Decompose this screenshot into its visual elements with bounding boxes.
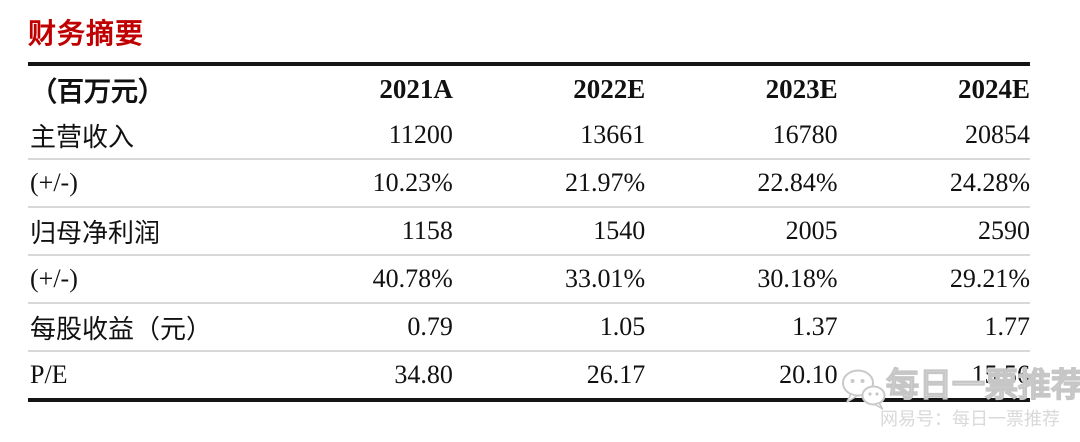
- row-label: 主营收入: [30, 122, 135, 152]
- cell-value: 26.17: [586, 360, 646, 389]
- page-title: 财务摘要: [28, 18, 145, 49]
- table-header-row: （百万元） 2021A 2022E 2023E 2024E: [28, 64, 1030, 112]
- cell-value: 21.97%: [565, 168, 646, 197]
- col-header-2023e: 2023E: [765, 73, 838, 104]
- table-row-revenue-growth: (+/-) 10.23% 21.97% 22.84% 24.28%: [28, 159, 1030, 207]
- cell-value: 20.10: [779, 360, 838, 389]
- row-label: 每股收益（元）: [30, 314, 213, 344]
- cell-value: 1.77: [984, 312, 1031, 341]
- cell-value: 13661: [580, 120, 646, 149]
- cell-value: 2005: [785, 216, 838, 245]
- table-row-net-profit: 归母净利润 1158 1540 2005 2590: [28, 207, 1030, 255]
- col-header-2021a: 2021A: [379, 73, 453, 104]
- cell-value: 10.23%: [372, 168, 453, 197]
- cell-value: 20854: [965, 120, 1030, 149]
- unit-header-cell: （百万元）: [30, 76, 165, 107]
- cell-value: 11200: [388, 120, 453, 149]
- cell-value: 15.56: [971, 360, 1031, 389]
- cell-value: 16780: [772, 120, 838, 149]
- table-row-revenue: 主营收入 11200 13661 16780 20854: [28, 112, 1030, 159]
- cell-value: 30.18%: [757, 264, 838, 293]
- cell-value: 1.05: [599, 312, 646, 341]
- cell-value: 24.28%: [949, 168, 1030, 197]
- col-header-2022e: 2022E: [573, 73, 646, 104]
- cell-value: 29.21%: [949, 264, 1030, 293]
- row-label: P/E: [30, 360, 68, 389]
- col-header-2024e: 2024E: [957, 73, 1030, 104]
- cell-value: 40.78%: [372, 264, 453, 293]
- row-label: (+/-): [30, 168, 78, 197]
- cell-value: 34.80: [394, 360, 453, 389]
- row-label: (+/-): [30, 264, 78, 293]
- cell-value: 1540: [593, 216, 646, 245]
- row-label: 归母净利润: [30, 218, 161, 248]
- cell-value: 1.37: [792, 312, 838, 341]
- cell-value: 2590: [978, 216, 1030, 245]
- table-row-net-profit-growth: (+/-) 40.78% 33.01% 30.18% 29.21%: [28, 255, 1030, 303]
- cell-value: 33.01%: [565, 264, 646, 293]
- cell-value: 0.79: [407, 312, 453, 341]
- cell-value: 22.84%: [757, 168, 838, 197]
- table-row-pe: P/E 34.80 26.17 20.10 15.56: [28, 351, 1030, 400]
- table-row-eps: 每股收益（元） 0.79 1.05 1.37 1.77: [28, 303, 1030, 351]
- watermark-account-text: 网易号：每日一票推荐: [880, 409, 1060, 429]
- financial-summary-table: （百万元） 2021A 2022E 2023E 2024E 主营收入 11200…: [28, 62, 1030, 402]
- cell-value: 1158: [401, 216, 453, 245]
